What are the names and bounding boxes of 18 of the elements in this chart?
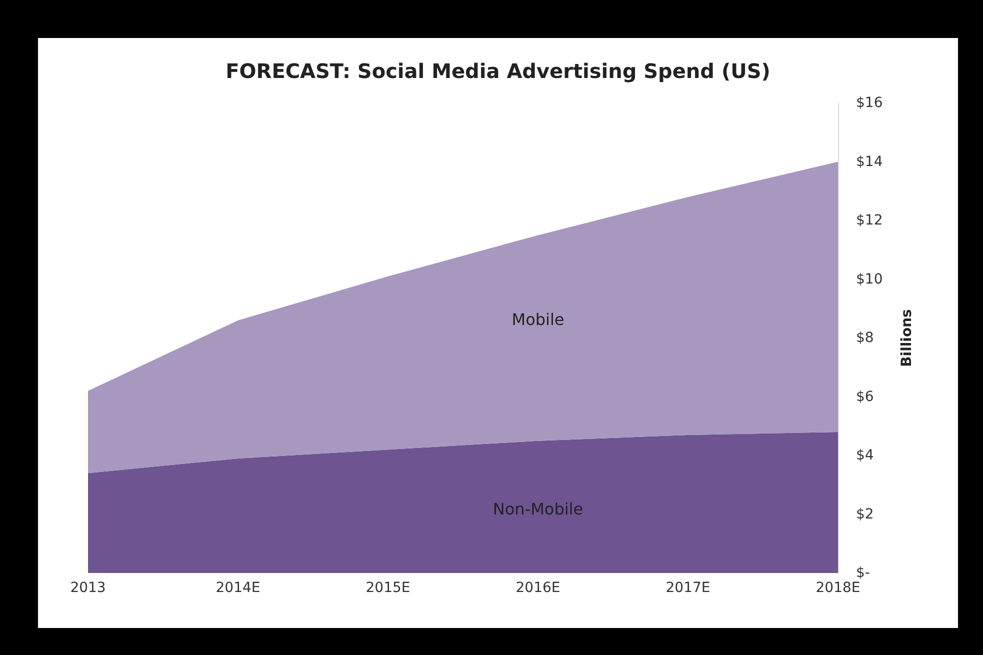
- y-tick-label: $10: [856, 271, 883, 288]
- series-label: Mobile: [512, 310, 564, 330]
- y-tick-label: $6: [856, 388, 874, 405]
- y-tick-label: $12: [856, 212, 883, 228]
- y-tick-label: $-: [856, 565, 870, 581]
- x-tick-label: 2017E: [666, 580, 710, 596]
- x-tick-label: 2018E: [816, 580, 860, 596]
- y-axis-title: Billions: [899, 309, 915, 367]
- y-tick-label: $2: [856, 506, 874, 522]
- chart-title: FORECAST: Social Media Advertising Spend (US): [226, 59, 770, 83]
- x-tick-label: 2015E: [366, 580, 410, 596]
- x-tick-label: 2014E: [216, 580, 260, 596]
- y-tick-label: $8: [856, 330, 874, 346]
- y-tick-label: $14: [856, 154, 883, 170]
- x-tick-label: 2016E: [516, 580, 560, 596]
- x-tick-label: 2013: [70, 580, 106, 596]
- y-tick-label: $4: [856, 448, 874, 464]
- y-tick-label: $16: [856, 95, 883, 111]
